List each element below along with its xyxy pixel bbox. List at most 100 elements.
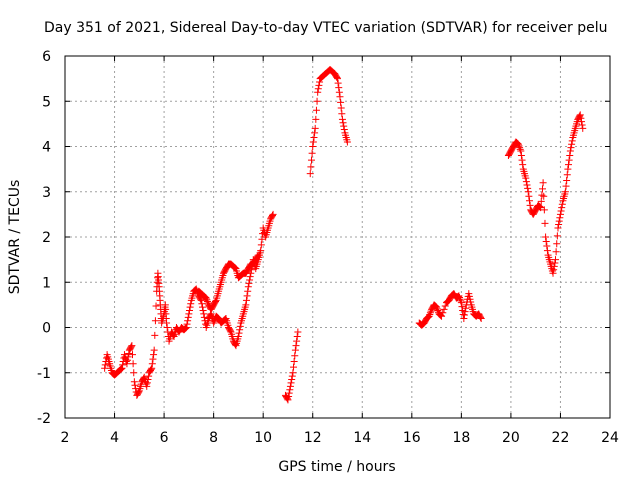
y-tick-label: -1: [37, 366, 51, 382]
data-point-marker: [245, 279, 253, 287]
y-tick-label: 0: [42, 321, 51, 337]
data-point-marker: [553, 240, 561, 248]
data-point-marker: [525, 192, 533, 200]
data-point-marker: [309, 138, 317, 146]
x-tick-label: 2: [61, 430, 70, 446]
data-point-marker: [310, 133, 318, 141]
data-point-marker: [197, 296, 205, 304]
data-point-marker: [288, 376, 296, 384]
data-point-marker: [567, 144, 575, 152]
data-point-marker: [455, 292, 463, 300]
x-tick-label: 24: [601, 430, 619, 446]
data-point-marker: [552, 256, 559, 264]
series-segment-6: [504, 111, 587, 277]
data-point-marker: [313, 97, 321, 105]
data-point-marker: [311, 129, 319, 137]
data-point-marker: [340, 126, 348, 134]
data-point-marker: [129, 360, 137, 368]
data-point-marker: [541, 219, 549, 227]
data-point-marker: [234, 333, 242, 341]
data-point-marker: [524, 184, 532, 192]
data-point-marker: [535, 202, 543, 210]
data-point-marker: [269, 210, 277, 218]
data-point-marker: [284, 396, 292, 404]
y-tick-label: 5: [42, 94, 51, 110]
data-point-marker: [335, 88, 343, 96]
data-point-marker: [526, 201, 534, 209]
data-point-marker: [186, 303, 194, 311]
data-point-marker: [460, 311, 468, 319]
data-point-marker: [555, 217, 563, 225]
y-tick-label: 2: [42, 230, 51, 246]
x-tick-label: 10: [254, 430, 272, 446]
data-point-marker: [293, 337, 301, 345]
data-point-marker: [549, 269, 557, 277]
data-point-marker: [566, 147, 574, 155]
data-point-marker: [343, 138, 351, 146]
data-point-marker: [163, 324, 171, 331]
data-point-marker: [515, 142, 523, 150]
x-tick-label: 18: [452, 430, 470, 446]
data-point-marker: [333, 73, 341, 81]
data-point-marker: [334, 75, 341, 83]
data-point-marker: [306, 170, 314, 178]
data-point-marker: [337, 104, 345, 112]
data-point-marker: [316, 78, 324, 86]
data-point-marker: [516, 145, 524, 153]
data-point-marker: [152, 302, 160, 310]
data-point-marker: [135, 388, 143, 396]
data-point-marker: [537, 204, 545, 212]
data-point-marker: [514, 140, 522, 148]
data-point-marker: [117, 365, 125, 373]
data-point-marker: [565, 156, 573, 164]
data-point-marker: [242, 296, 250, 304]
data-point-marker: [338, 115, 346, 123]
data-point-marker: [148, 364, 156, 372]
data-point-marker: [522, 174, 530, 182]
x-axis-label: GPS time / hours: [278, 459, 395, 475]
data-point-marker: [290, 357, 298, 365]
data-point-marker: [198, 303, 206, 311]
data-point-marker: [540, 206, 548, 214]
data-point-marker: [124, 356, 132, 364]
data-point-marker: [185, 310, 193, 318]
data-point-marker: [338, 110, 346, 118]
data-point-marker: [123, 360, 131, 368]
data-point-marker: [309, 143, 317, 150]
data-point-marker: [426, 309, 434, 317]
data-point-marker: [151, 317, 159, 325]
data-point-marker: [202, 294, 210, 302]
data-point-marker: [257, 247, 265, 255]
y-tick-label: 1: [42, 275, 51, 291]
data-point-marker: [458, 303, 466, 311]
data-point-marker: [258, 235, 266, 243]
data-point-marker: [312, 115, 320, 123]
data-point-marker: [285, 389, 293, 397]
data-point-marker: [236, 322, 244, 330]
x-tick-label: 14: [353, 430, 371, 446]
data-point-marker: [235, 329, 243, 337]
data-point-marker: [336, 93, 344, 101]
data-point-marker: [578, 118, 586, 126]
data-point-marker: [568, 140, 576, 148]
data-point-marker: [244, 283, 252, 291]
data-point-marker: [200, 310, 208, 318]
data-point-marker: [131, 381, 139, 389]
data-point-marker: [184, 317, 192, 325]
data-point-marker: [181, 325, 189, 333]
data-point-marker: [578, 121, 586, 129]
data-point-marker: [523, 181, 531, 189]
data-point-marker: [553, 232, 561, 240]
data-point-marker: [565, 161, 573, 169]
data-point-marker: [307, 156, 315, 164]
data-point-marker: [308, 149, 316, 157]
data-point-marker: [550, 266, 558, 274]
data-point-marker: [516, 144, 524, 152]
data-point-marker: [183, 320, 191, 328]
data-point-marker: [554, 224, 562, 232]
data-point-marker: [199, 307, 207, 315]
data-point-marker: [563, 176, 571, 184]
data-point-marker: [556, 214, 564, 222]
data-point-marker: [543, 242, 551, 250]
